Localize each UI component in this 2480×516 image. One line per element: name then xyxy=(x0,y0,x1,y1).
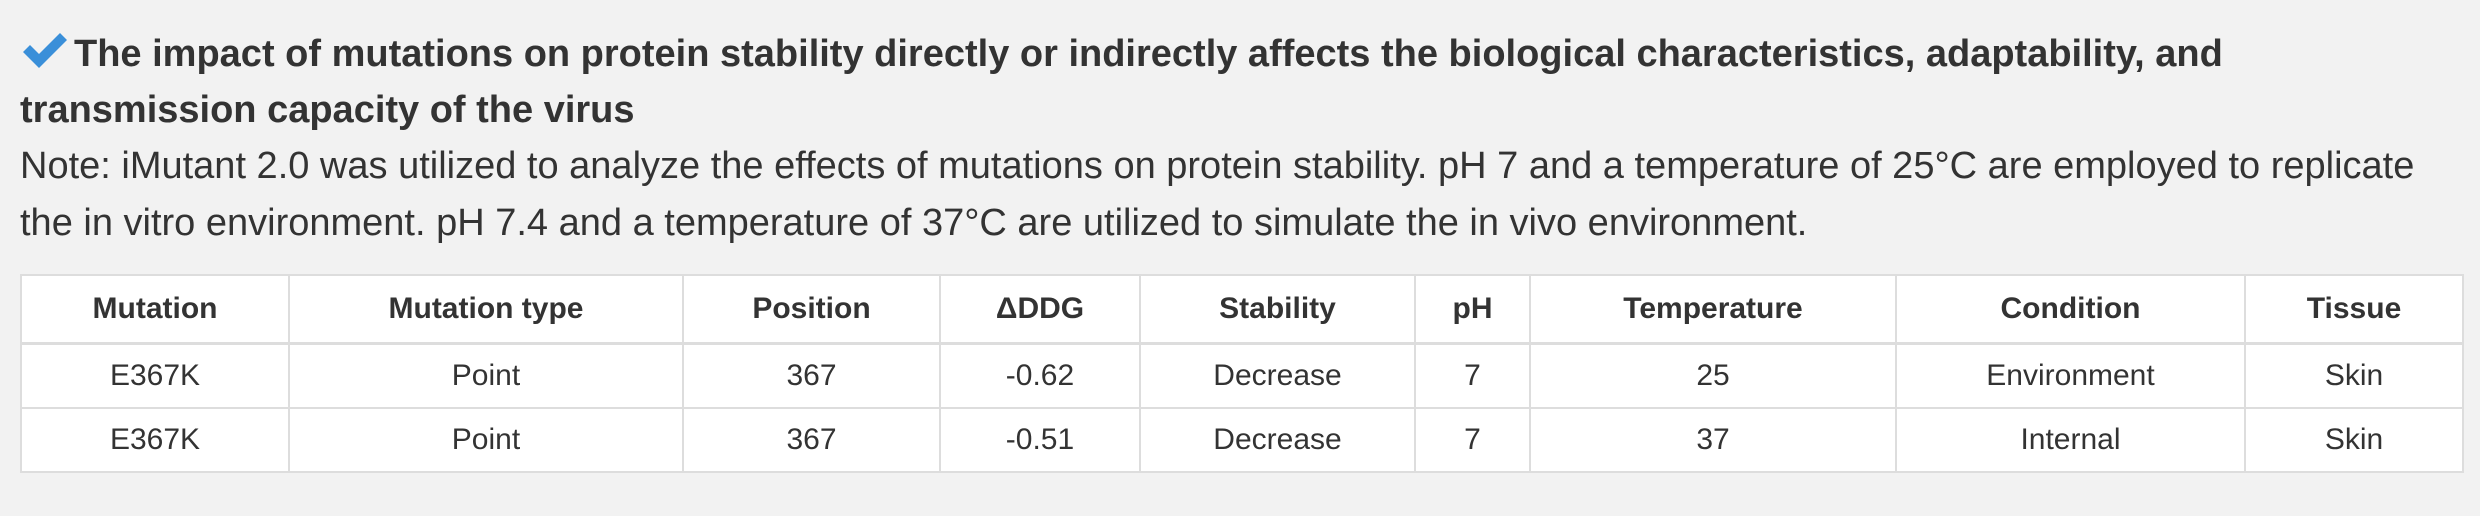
cell-tissue: Skin xyxy=(2244,407,2464,473)
cell-temperature: 25 xyxy=(1529,342,1897,409)
cell-position: 367 xyxy=(682,342,941,409)
results-table-wrapper: Mutation Mutation type Position ΔDDG Sta… xyxy=(20,274,2464,473)
cell-stability: Decrease xyxy=(1139,342,1416,409)
stability-table: Mutation Mutation type Position ΔDDG Sta… xyxy=(20,274,2464,473)
column-header-stability[interactable]: Stability xyxy=(1139,274,1416,345)
note-text: Note: iMutant 2.0 was utilized to analyz… xyxy=(20,145,2415,244)
cell-condition: Internal xyxy=(1895,407,2246,473)
cell-stability: Decrease xyxy=(1139,407,1416,473)
cell-condition: Environment xyxy=(1895,342,2246,409)
column-header-ddg[interactable]: ΔDDG xyxy=(939,274,1141,345)
column-header-tissue[interactable]: Tissue xyxy=(2244,274,2464,345)
cell-temperature: 37 xyxy=(1529,407,1897,473)
column-header-mutation-type[interactable]: Mutation type xyxy=(288,274,684,345)
column-header-mutation[interactable]: Mutation xyxy=(20,274,290,345)
cell-tissue: Skin xyxy=(2244,342,2464,409)
table-row: E367K Point 367 -0.62 Decrease 7 25 Envi… xyxy=(20,342,2464,409)
column-header-position[interactable]: Position xyxy=(682,274,941,345)
cell-ddg: -0.51 xyxy=(939,407,1141,473)
section-heading: The impact of mutations on protein stabi… xyxy=(20,26,2320,138)
cell-mutation-type: Point xyxy=(288,407,684,473)
cell-mutation: E367K xyxy=(20,342,290,409)
stability-panel: The impact of mutations on protein stabi… xyxy=(20,26,2464,473)
cell-ddg: -0.62 xyxy=(939,342,1141,409)
column-header-temperature[interactable]: Temperature xyxy=(1529,274,1897,345)
section-title: The impact of mutations on protein stabi… xyxy=(20,33,2223,131)
checkmark-icon xyxy=(23,33,67,68)
column-header-ph[interactable]: pH xyxy=(1414,274,1531,345)
cell-ph: 7 xyxy=(1414,407,1531,473)
cell-position: 367 xyxy=(682,407,941,473)
table-row: E367K Point 367 -0.51 Decrease 7 37 Inte… xyxy=(20,407,2464,473)
cell-ph: 7 xyxy=(1414,342,1531,409)
cell-mutation-type: Point xyxy=(288,342,684,409)
cell-mutation: E367K xyxy=(20,407,290,473)
column-header-condition[interactable]: Condition xyxy=(1895,274,2246,345)
table-header-row: Mutation Mutation type Position ΔDDG Sta… xyxy=(20,274,2464,345)
